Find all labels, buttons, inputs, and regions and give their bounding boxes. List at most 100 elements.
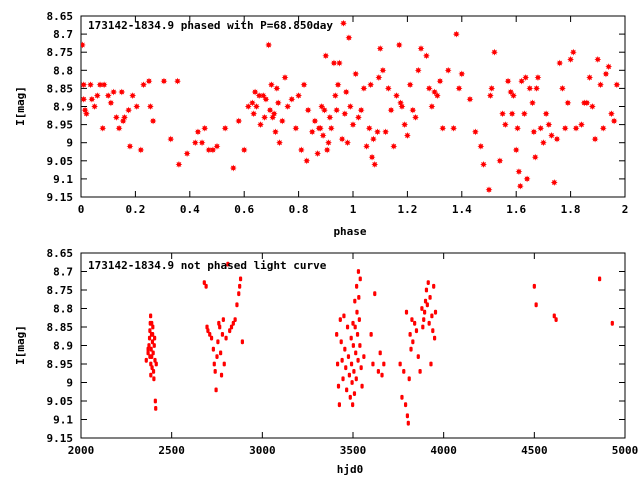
- data-point: [219, 350, 223, 356]
- data-point: [175, 161, 183, 168]
- data-point: [81, 81, 88, 89]
- data-point: [433, 309, 438, 315]
- data-point: [255, 92, 263, 100]
- data-point: [300, 81, 308, 89]
- data-point: [342, 88, 350, 96]
- data-point: [444, 66, 452, 74]
- data-point: [429, 361, 433, 367]
- data-point: [149, 117, 157, 125]
- y-tick-label: 8.8: [53, 64, 73, 77]
- data-point: [362, 354, 366, 359]
- data-point: [350, 380, 354, 385]
- data-point: [349, 335, 353, 341]
- data-point: [276, 139, 283, 147]
- data-point: [266, 106, 274, 114]
- data-point: [414, 328, 419, 334]
- data-point: [597, 81, 604, 89]
- x-tick-label: 4000: [430, 444, 457, 457]
- data-point: [508, 110, 516, 118]
- data-point: [591, 135, 599, 143]
- data-point: [327, 124, 335, 132]
- data-point: [351, 402, 355, 408]
- y-tick-label: 8.75: [47, 46, 74, 59]
- data-point: [499, 110, 506, 118]
- data-point: [378, 350, 382, 356]
- data-point: [398, 361, 402, 367]
- data-point: [125, 106, 132, 114]
- data-point: [545, 121, 553, 128]
- data-point: [373, 291, 377, 297]
- data-point: [472, 128, 479, 136]
- data-point: [336, 383, 341, 389]
- data-point: [382, 128, 390, 136]
- data-point: [253, 103, 260, 110]
- data-point: [339, 339, 343, 345]
- data-point: [452, 30, 460, 38]
- data-point: [425, 302, 429, 308]
- data-point: [126, 142, 134, 150]
- data-point: [340, 357, 344, 363]
- data-point: [610, 320, 614, 326]
- y-tick-label: 8.7: [53, 266, 73, 279]
- data-point: [356, 269, 361, 274]
- data-point: [212, 361, 216, 367]
- data-point: [344, 139, 351, 147]
- data-point: [91, 103, 98, 110]
- data-point: [355, 283, 359, 289]
- x-tick-label: 1.4: [452, 203, 472, 216]
- data-point: [83, 110, 90, 118]
- data-point: [439, 124, 447, 132]
- data-point: [238, 283, 242, 289]
- y-tick-label: 8.9: [53, 340, 73, 353]
- data-point: [360, 383, 364, 389]
- data-point: [384, 85, 392, 92]
- y-tick-label: 9.15: [47, 432, 74, 445]
- data-point: [151, 324, 155, 330]
- data-point: [407, 376, 411, 382]
- data-point: [390, 142, 398, 150]
- data-point: [148, 328, 152, 334]
- x-tick-label: 3000: [249, 444, 276, 457]
- data-point: [561, 124, 569, 132]
- y-tick-label: 8.95: [47, 119, 74, 132]
- data-point: [347, 372, 351, 378]
- data-point: [436, 77, 444, 85]
- data-point: [518, 77, 526, 85]
- data-point: [501, 121, 509, 128]
- x-tick-label: 2500: [158, 444, 185, 457]
- x-tick-label: 1.6: [506, 203, 526, 216]
- data-point: [224, 335, 228, 341]
- x-tick-label: 4500: [521, 444, 548, 457]
- data-point: [365, 124, 373, 132]
- data-point: [211, 346, 215, 352]
- data-point: [417, 45, 425, 52]
- x-tick-label: 1.8: [561, 203, 581, 216]
- data-point: [183, 150, 191, 157]
- data-point: [348, 394, 352, 400]
- data-point: [221, 124, 229, 132]
- data-point: [485, 186, 493, 194]
- data-point: [87, 81, 94, 89]
- unphased-light-curve-panel: 2000 2500 3000 3500 4000 4500 5000 8.65 8.7 8.75 8…: [14, 247, 638, 476]
- y-tick-label: 8.85: [47, 82, 74, 95]
- data-point: [426, 280, 430, 285]
- data-point: [147, 343, 151, 348]
- data-point: [602, 70, 610, 78]
- data-point: [335, 332, 339, 337]
- data-point: [370, 135, 377, 143]
- data-point: [421, 324, 425, 330]
- y-tick-label: 9: [66, 137, 73, 150]
- data-point: [354, 376, 358, 382]
- data-point: [357, 106, 365, 114]
- data-point: [316, 124, 324, 132]
- data-point: [214, 387, 218, 393]
- data-point: [353, 298, 357, 304]
- data-point: [273, 85, 281, 92]
- data-point: [226, 261, 230, 267]
- data-point: [358, 343, 362, 348]
- y-tick-label: 9.05: [47, 155, 74, 168]
- data-point: [408, 332, 412, 337]
- data-point: [81, 95, 88, 103]
- data-point: [356, 357, 360, 363]
